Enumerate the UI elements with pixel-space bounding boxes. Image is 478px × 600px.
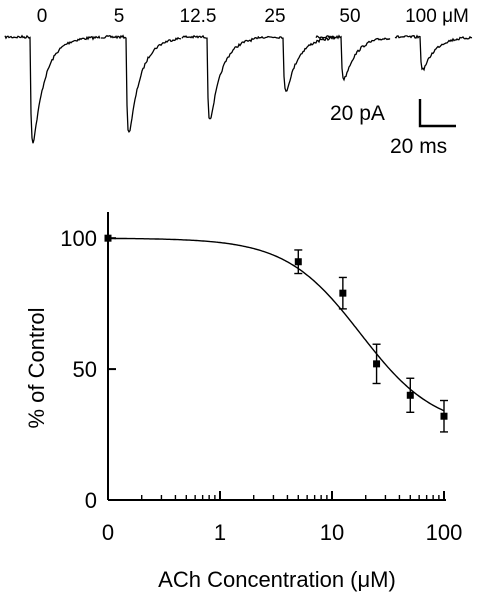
fit-curve-layer [107,237,445,412]
trace-label-4: 50 [339,6,360,27]
x-tick-label-2: 10 [320,520,344,545]
y-tick-label-1: 50 [73,357,97,382]
data-point-5 [440,412,448,420]
data-point-0 [104,234,112,242]
y-axis-label: % of Control [24,307,49,428]
data-point-4 [406,391,414,399]
y-tick-label-0: 0 [85,488,97,513]
x-tick-label-3: 100 [426,520,463,545]
plot-axes: 0 50 100 0 1 10 100 [60,212,462,545]
current-trace-2 [181,34,259,120]
scale-bar-current-label: 20 pA [330,102,385,125]
data-point-3 [373,360,381,368]
current-trace-1 [101,34,182,133]
y-tick-label-2: 100 [60,226,97,251]
data-point-2 [339,289,347,297]
current-trace-5 [394,34,473,72]
x-tick-label-0: 0 [102,520,114,545]
data-points-layer [104,234,448,433]
current-trace-3 [257,35,336,93]
scale-bar-time-label: 20 ms [390,135,447,158]
current-trace-4 [315,34,391,82]
scale-bar: 20 pA 20 ms [330,99,456,158]
x-axis-label: ACh Concentration (μM) [158,567,396,592]
current-trace-0 [4,34,101,144]
trace-label-2: 12.5 [180,6,217,27]
trace-label-1: 5 [114,6,125,27]
dose-response-panel: 0 50 100 0 1 10 100 ACh Concentration (μM) % o… [24,212,462,592]
trace-label-5: 100 μM [405,6,469,27]
x-tick-label-1: 1 [214,520,226,545]
fit-curve [107,237,445,412]
trace-label-0: 0 [37,6,48,27]
trace-label-3: 25 [264,6,285,27]
current-traces-panel: 0 5 12.5 25 50 100 μM [4,6,473,144]
data-point-1 [294,258,302,266]
